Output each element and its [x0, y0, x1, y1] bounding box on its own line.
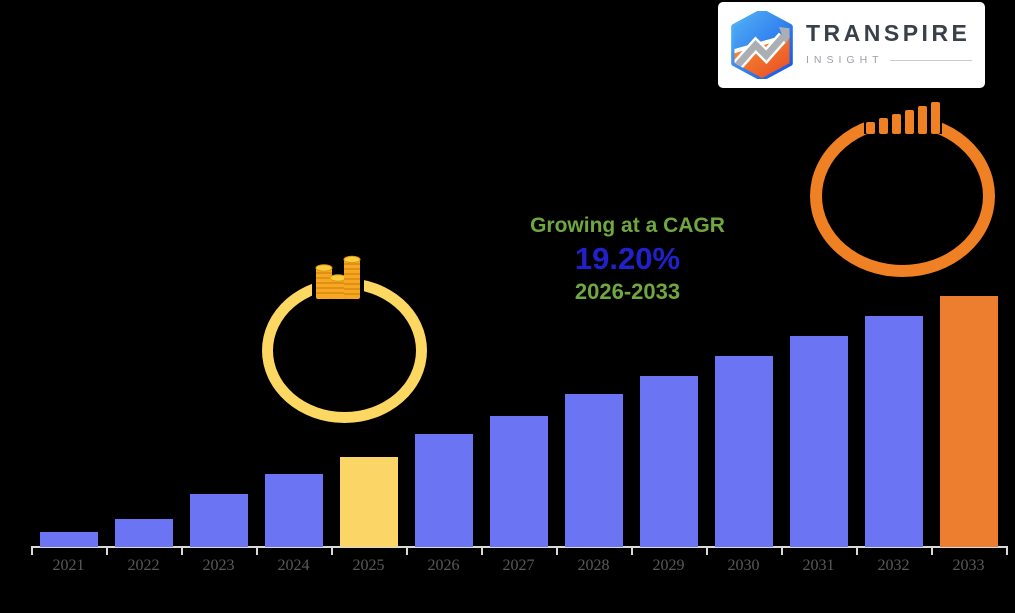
x-axis-tick: [256, 546, 258, 555]
x-axis-tick: [706, 546, 708, 555]
bar-2023: [189, 494, 248, 547]
growth-bars-icon: [864, 100, 942, 134]
x-axis-label-2023: 2023: [202, 557, 235, 574]
bar-2021: [39, 532, 98, 547]
cagr-period: 2026-2033: [574, 278, 681, 304]
bar-2022: [114, 519, 173, 547]
x-axis-label-2027: 2027: [502, 557, 535, 574]
x-axis-label-2025: 2025: [352, 557, 385, 574]
x-axis-tick: [631, 546, 633, 555]
x-axis-label-2029: 2029: [652, 557, 685, 574]
bar-2032: [864, 316, 923, 547]
bar-2030: [714, 356, 773, 547]
x-axis-tick: [856, 546, 858, 555]
x-axis-line: [31, 546, 1007, 548]
bar-2033: [939, 296, 998, 547]
bar-2026: [414, 434, 473, 547]
x-axis-tick: [181, 546, 183, 555]
x-axis-label-2026: 2026: [427, 557, 460, 574]
coin-stacks-icon: [312, 255, 364, 302]
bar-2025: [339, 457, 398, 547]
bar-2027: [489, 416, 548, 547]
brand-logo-card: TRANSPIRE INSIGHT: [718, 2, 985, 88]
cagr-label: Growing at a CAGR: [530, 214, 725, 237]
x-axis-tick: [481, 546, 483, 555]
x-axis-label-2033: 2033: [952, 557, 985, 574]
x-axis-label-2031: 2031: [802, 557, 835, 574]
x-axis-label-2024: 2024: [277, 557, 310, 574]
x-axis-tick: [781, 546, 783, 555]
x-axis-label-2022: 2022: [127, 557, 160, 574]
cagr-value: 19.20%: [574, 241, 681, 277]
bar-2028: [564, 394, 623, 547]
brand-subtitle: INSIGHT: [806, 54, 884, 66]
brand-underline: [889, 59, 972, 61]
cagr-callout: Growing at a CAGR 19.20% 2026-2033: [480, 214, 775, 304]
bar-2024: [264, 474, 323, 547]
bar-2029: [639, 376, 698, 547]
x-axis-tick: [331, 546, 333, 555]
x-axis-tick: [106, 546, 108, 555]
bar-2031: [789, 336, 848, 547]
brand-name: TRANSPIRE: [806, 20, 971, 46]
x-axis-label-2030: 2030: [727, 557, 760, 574]
x-axis-label-2032: 2032: [877, 557, 910, 574]
x-axis-tick: [556, 546, 558, 555]
x-axis-label-2028: 2028: [577, 557, 610, 574]
x-axis-tick: [406, 546, 408, 555]
x-axis-tick: [931, 546, 933, 555]
x-axis-label-2021: 2021: [52, 557, 85, 574]
transpire-logo-icon: [731, 11, 793, 79]
x-axis-tick: [1006, 546, 1008, 555]
x-axis-tick: [31, 546, 33, 555]
